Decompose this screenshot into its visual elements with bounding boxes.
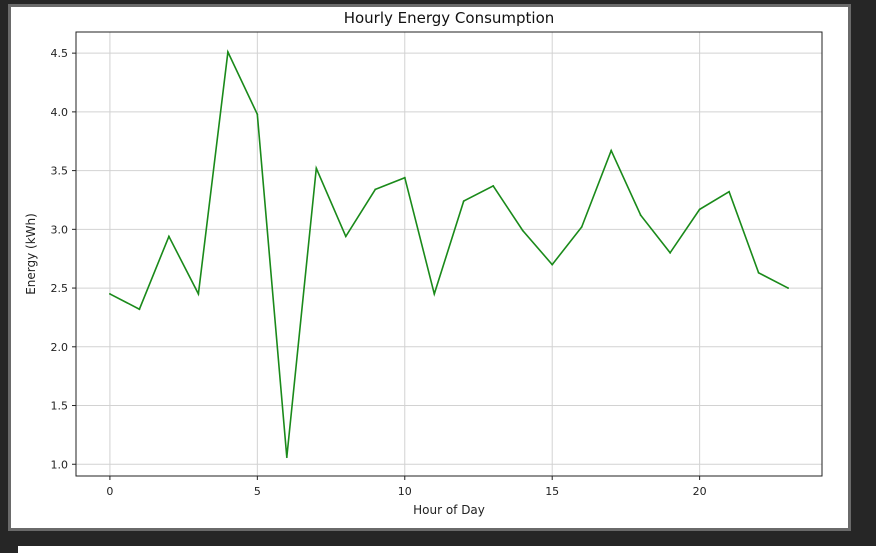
- x-tick-label: 0: [106, 485, 113, 498]
- y-tick-label: 4.5: [51, 47, 69, 60]
- data-point: [226, 51, 229, 53]
- data-point: [462, 200, 465, 203]
- x-tick-label: 10: [398, 485, 412, 498]
- data-point: [698, 208, 701, 211]
- y-tick-label: 2.0: [51, 341, 69, 354]
- x-axis-label: Hour of Day: [413, 503, 485, 517]
- x-tick-label: 15: [545, 485, 559, 498]
- data-point: [167, 235, 170, 238]
- y-tick-label: 1.0: [51, 458, 69, 471]
- bottom-panel-edge: [18, 546, 876, 553]
- data-point: [256, 113, 259, 116]
- x-tick-label: 5: [254, 485, 261, 498]
- data-point: [580, 226, 583, 228]
- data-point: [757, 271, 760, 274]
- data-point: [197, 293, 200, 295]
- chart-card: [8, 4, 851, 531]
- y-axis-label: Energy (kWh): [24, 213, 38, 295]
- data-point: [374, 188, 377, 191]
- data-point: [669, 251, 672, 254]
- grid-layer: [76, 32, 822, 476]
- data-point: [138, 308, 141, 311]
- x-tick-layer: 0 5 10 15 20: [106, 476, 707, 498]
- data-point: [610, 149, 613, 152]
- data-point: [344, 235, 347, 238]
- data-point: [728, 190, 731, 193]
- data-point: [639, 214, 642, 217]
- data-point: [551, 263, 554, 266]
- data-point: [403, 176, 406, 179]
- y-tick-label: 4.0: [51, 106, 69, 119]
- y-tick-label: 1.5: [51, 400, 69, 413]
- y-tick-layer: 1.0 1.5 2.0 2.5 3.0 3.5 4.0 4.5: [51, 47, 76, 471]
- series-layer: [109, 49, 789, 459]
- data-point: [433, 293, 436, 295]
- y-tick-label: 3.0: [51, 223, 69, 236]
- y-tick-label: 2.5: [51, 282, 69, 295]
- series-line: [109, 49, 789, 458]
- chart-title: Hourly Energy Consumption: [344, 9, 555, 27]
- data-point: [492, 184, 495, 187]
- data-point: [285, 456, 288, 459]
- data-point: [787, 287, 789, 289]
- data-point: [315, 167, 318, 170]
- data-point: [109, 293, 111, 295]
- x-tick-label: 20: [693, 485, 707, 498]
- plot-area-frame: [75, 31, 823, 477]
- y-tick-label: 3.5: [51, 165, 69, 178]
- data-point: [521, 229, 524, 232]
